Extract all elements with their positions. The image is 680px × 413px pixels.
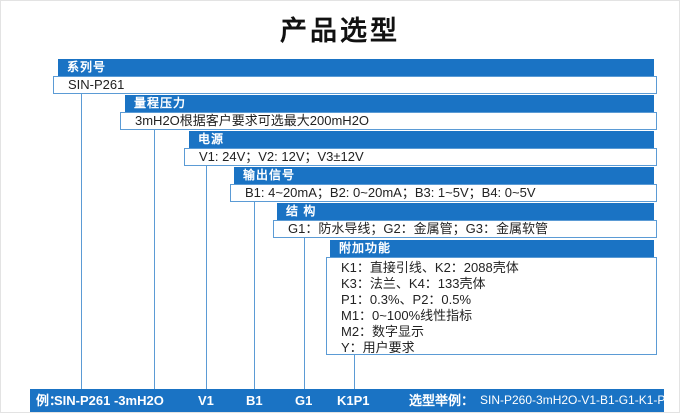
additional-functions-line: M2：数字显示 xyxy=(341,324,425,339)
series-value: SIN-P261 xyxy=(53,76,657,94)
connector-line-power xyxy=(206,165,207,389)
additional-functions-line: M1：0~100%线性指标 xyxy=(341,308,473,323)
series-header: 系列号 xyxy=(58,59,654,76)
range-pressure-value: 3mH2O根据客户要求可选最大200mH2O xyxy=(120,112,657,130)
output-signal-value: B1: 4~20mA；B2: 0~20mA；B3: 1~5V；B4: 0~5V xyxy=(230,184,657,202)
connector-line-additional xyxy=(354,354,355,389)
connector-line-range xyxy=(154,129,155,389)
example-code-power: V1 xyxy=(198,393,214,408)
range-pressure-header: 量程压力 xyxy=(125,95,654,112)
example-code-output: B1 xyxy=(246,393,263,408)
example-code-series: SIN-P261 -3mH2O xyxy=(54,393,164,408)
power-supply-value: V1: 24V；V2: 12V；V3±12V xyxy=(184,148,657,166)
page-title: 产品选型 xyxy=(280,16,400,46)
additional-functions-line: Y：用户要求 xyxy=(341,340,415,355)
additional-functions-header: 附加功能 xyxy=(330,240,654,257)
example-prefix-label: 例： xyxy=(36,393,63,408)
additional-functions-value: K1：直接引线、K2：2088壳体 K3：法兰、K4：133壳体 P1：0.3%… xyxy=(326,257,657,355)
connector-line-structure xyxy=(304,237,305,389)
power-supply-header: 电源 xyxy=(189,131,654,148)
selection-example-label: 选型举例： xyxy=(409,393,475,408)
structure-value: G1：防水导线；G2：金属管；G3：金属软管 xyxy=(273,220,657,238)
connector-line-output xyxy=(254,201,255,389)
example-code-structure: G1 xyxy=(295,393,313,408)
selection-example-value: SIN-P260-3mH2O-V1-B1-G1-K1-P1 xyxy=(480,393,673,407)
example-code-additional: K1P1 xyxy=(337,393,370,408)
example-bar: 例： SIN-P261 -3mH2O V1 B1 G1 K1P1 选型举例： S… xyxy=(30,389,672,412)
structure-header: 结 构 xyxy=(277,203,654,220)
additional-functions-line: K1：直接引线、K2：2088壳体 xyxy=(341,260,519,275)
output-signal-header: 输出信号 xyxy=(234,167,654,184)
additional-functions-line: P1：0.3%、P2：0.5% xyxy=(341,292,472,307)
additional-functions-line: K3：法兰、K4：133壳体 xyxy=(341,276,486,291)
connector-line-series xyxy=(81,93,82,389)
